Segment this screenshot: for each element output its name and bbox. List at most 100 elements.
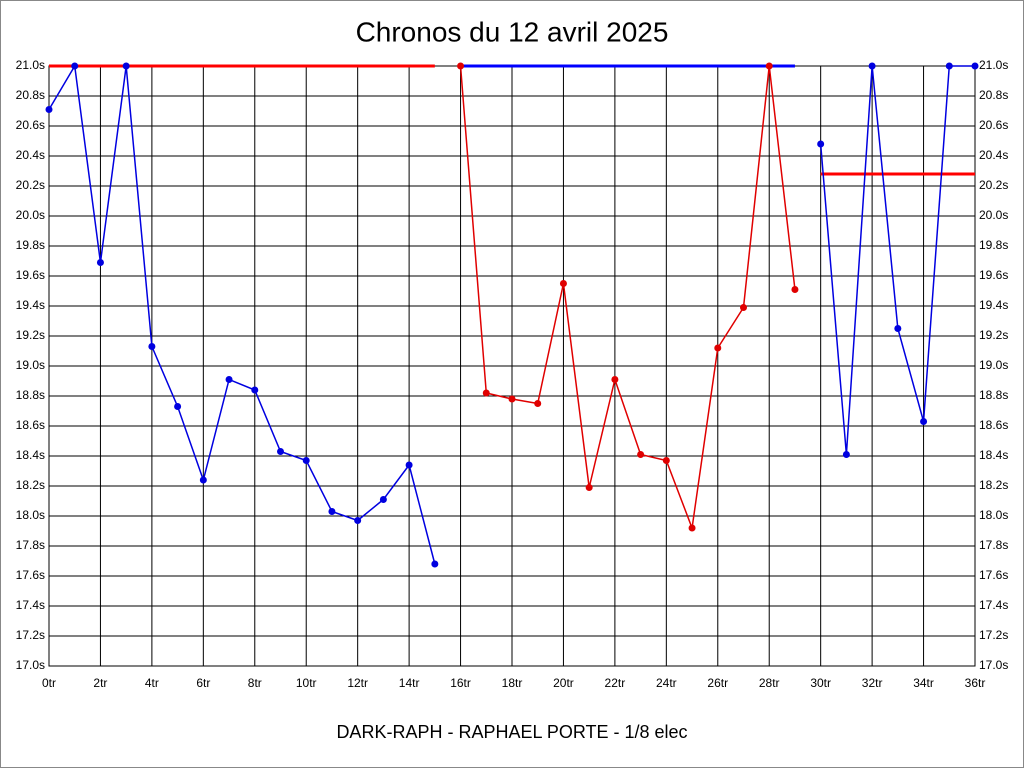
y-tick-label: 18.0s	[16, 508, 45, 522]
y2-tick-label: 19.4s	[979, 298, 1008, 312]
x-tick-label: 12tr	[347, 676, 368, 690]
data-point	[894, 325, 902, 332]
y2-tick-label: 17.4s	[979, 598, 1008, 612]
data-point	[354, 517, 362, 524]
data-point	[71, 62, 79, 70]
data-point	[637, 451, 645, 458]
data-point	[662, 457, 670, 464]
x-tick-label: 28tr	[759, 676, 780, 690]
y2-tick-label: 18.0s	[979, 508, 1008, 522]
data-point	[482, 389, 490, 397]
y-tick-label: 19.0s	[16, 358, 45, 372]
data-point	[45, 106, 53, 113]
series-line	[48, 63, 436, 565]
y-tick-label: 19.2s	[16, 328, 45, 342]
data-point	[714, 344, 722, 352]
data-point	[199, 476, 207, 484]
y2-tick-label: 19.2s	[979, 328, 1008, 342]
data-point	[328, 508, 336, 515]
data-point	[277, 448, 284, 455]
data-point	[585, 484, 593, 491]
y-tick-label: 17.4s	[16, 598, 45, 612]
x-tick-label: 10tr	[296, 676, 317, 690]
y2-tick-label: 18.2s	[979, 478, 1008, 492]
y-tick-label: 19.8s	[16, 238, 45, 252]
y-tick-label: 19.4s	[16, 298, 45, 312]
y-tick-label: 18.4s	[16, 448, 45, 462]
data-point	[174, 403, 182, 410]
data-point	[971, 62, 979, 70]
data-point	[559, 280, 567, 287]
x-tick-label: 14tr	[399, 676, 420, 690]
x-tick-label: 24tr	[656, 676, 677, 690]
data-point	[508, 395, 516, 403]
data-point	[920, 418, 928, 425]
y2-tick-label: 18.6s	[979, 418, 1008, 432]
y2-tick-label: 17.8s	[979, 538, 1008, 552]
data-point	[457, 62, 465, 70]
data-point	[405, 461, 413, 469]
x-tick-label: 20tr	[553, 676, 574, 690]
y2-tick-label: 17.6s	[979, 568, 1008, 582]
x-tick-label: 34tr	[913, 676, 934, 690]
x-tick-label: 22tr	[605, 676, 626, 690]
y2-tick-label: 20.8s	[979, 88, 1008, 102]
data-point	[148, 343, 156, 350]
y2-tick-label: 20.4s	[979, 148, 1008, 162]
x-tick-label: 2tr	[93, 676, 107, 690]
data-point	[842, 451, 850, 458]
data-point	[96, 259, 104, 266]
data-point	[379, 496, 387, 503]
data-point	[688, 524, 696, 532]
y-tick-label: 20.6s	[16, 118, 45, 132]
x-tick-label: 8tr	[248, 676, 262, 690]
x-tick-label: 32tr	[862, 676, 883, 690]
x-tick-label: 6tr	[196, 676, 210, 690]
y2-tick-label: 17.2s	[979, 628, 1008, 642]
data-point	[765, 62, 773, 70]
x-tick-label: 26tr	[707, 676, 728, 690]
y-tick-label: 17.6s	[16, 568, 45, 582]
y2-tick-label: 17.0s	[979, 658, 1008, 672]
chart-title: Chronos du 12 avril 2025	[356, 16, 669, 47]
data-point	[791, 286, 799, 293]
y2-tick-label: 21.0s	[979, 58, 1008, 72]
y-tick-label: 19.6s	[16, 268, 45, 282]
data-point	[611, 376, 619, 383]
data-point	[534, 400, 542, 407]
data-point	[817, 140, 825, 148]
data-point	[431, 560, 439, 568]
data-point	[868, 62, 876, 70]
data-point	[122, 62, 130, 70]
y2-tick-label: 19.8s	[979, 238, 1008, 252]
y-tick-label: 17.8s	[16, 538, 45, 552]
y2-tick-label: 20.6s	[979, 118, 1008, 132]
y-tick-label: 18.6s	[16, 418, 45, 432]
y-tick-label: 17.0s	[16, 658, 45, 672]
x-tick-label: 30tr	[810, 676, 831, 690]
y-tick-label: 20.8s	[16, 88, 45, 102]
data-point	[225, 376, 233, 383]
y-tick-label: 18.8s	[16, 388, 45, 402]
series-line	[459, 65, 796, 531]
y-tick-label: 18.2s	[16, 478, 45, 492]
y2-tick-label: 19.0s	[979, 358, 1008, 372]
x-tick-label: 0tr	[42, 676, 56, 690]
x-tick-label: 16tr	[450, 676, 471, 690]
data-point	[945, 62, 953, 70]
x-tick-label: 18tr	[502, 676, 523, 690]
x-tick-label: 4tr	[145, 676, 159, 690]
data-point	[740, 304, 747, 311]
x-tick-label: 36tr	[965, 676, 986, 690]
chart-footer: DARK-RAPH - RAPHAEL PORTE - 1/8 elec	[336, 722, 687, 742]
y2-tick-label: 20.0s	[979, 208, 1008, 222]
y2-tick-label: 19.6s	[979, 268, 1008, 282]
y-tick-label: 20.4s	[16, 148, 45, 162]
y-tick-label: 21.0s	[16, 58, 45, 72]
y2-tick-label: 18.4s	[979, 448, 1008, 462]
y-tick-label: 20.2s	[16, 178, 45, 192]
data-point	[251, 386, 259, 394]
data-point	[302, 457, 310, 464]
y2-tick-label: 20.2s	[979, 178, 1008, 192]
